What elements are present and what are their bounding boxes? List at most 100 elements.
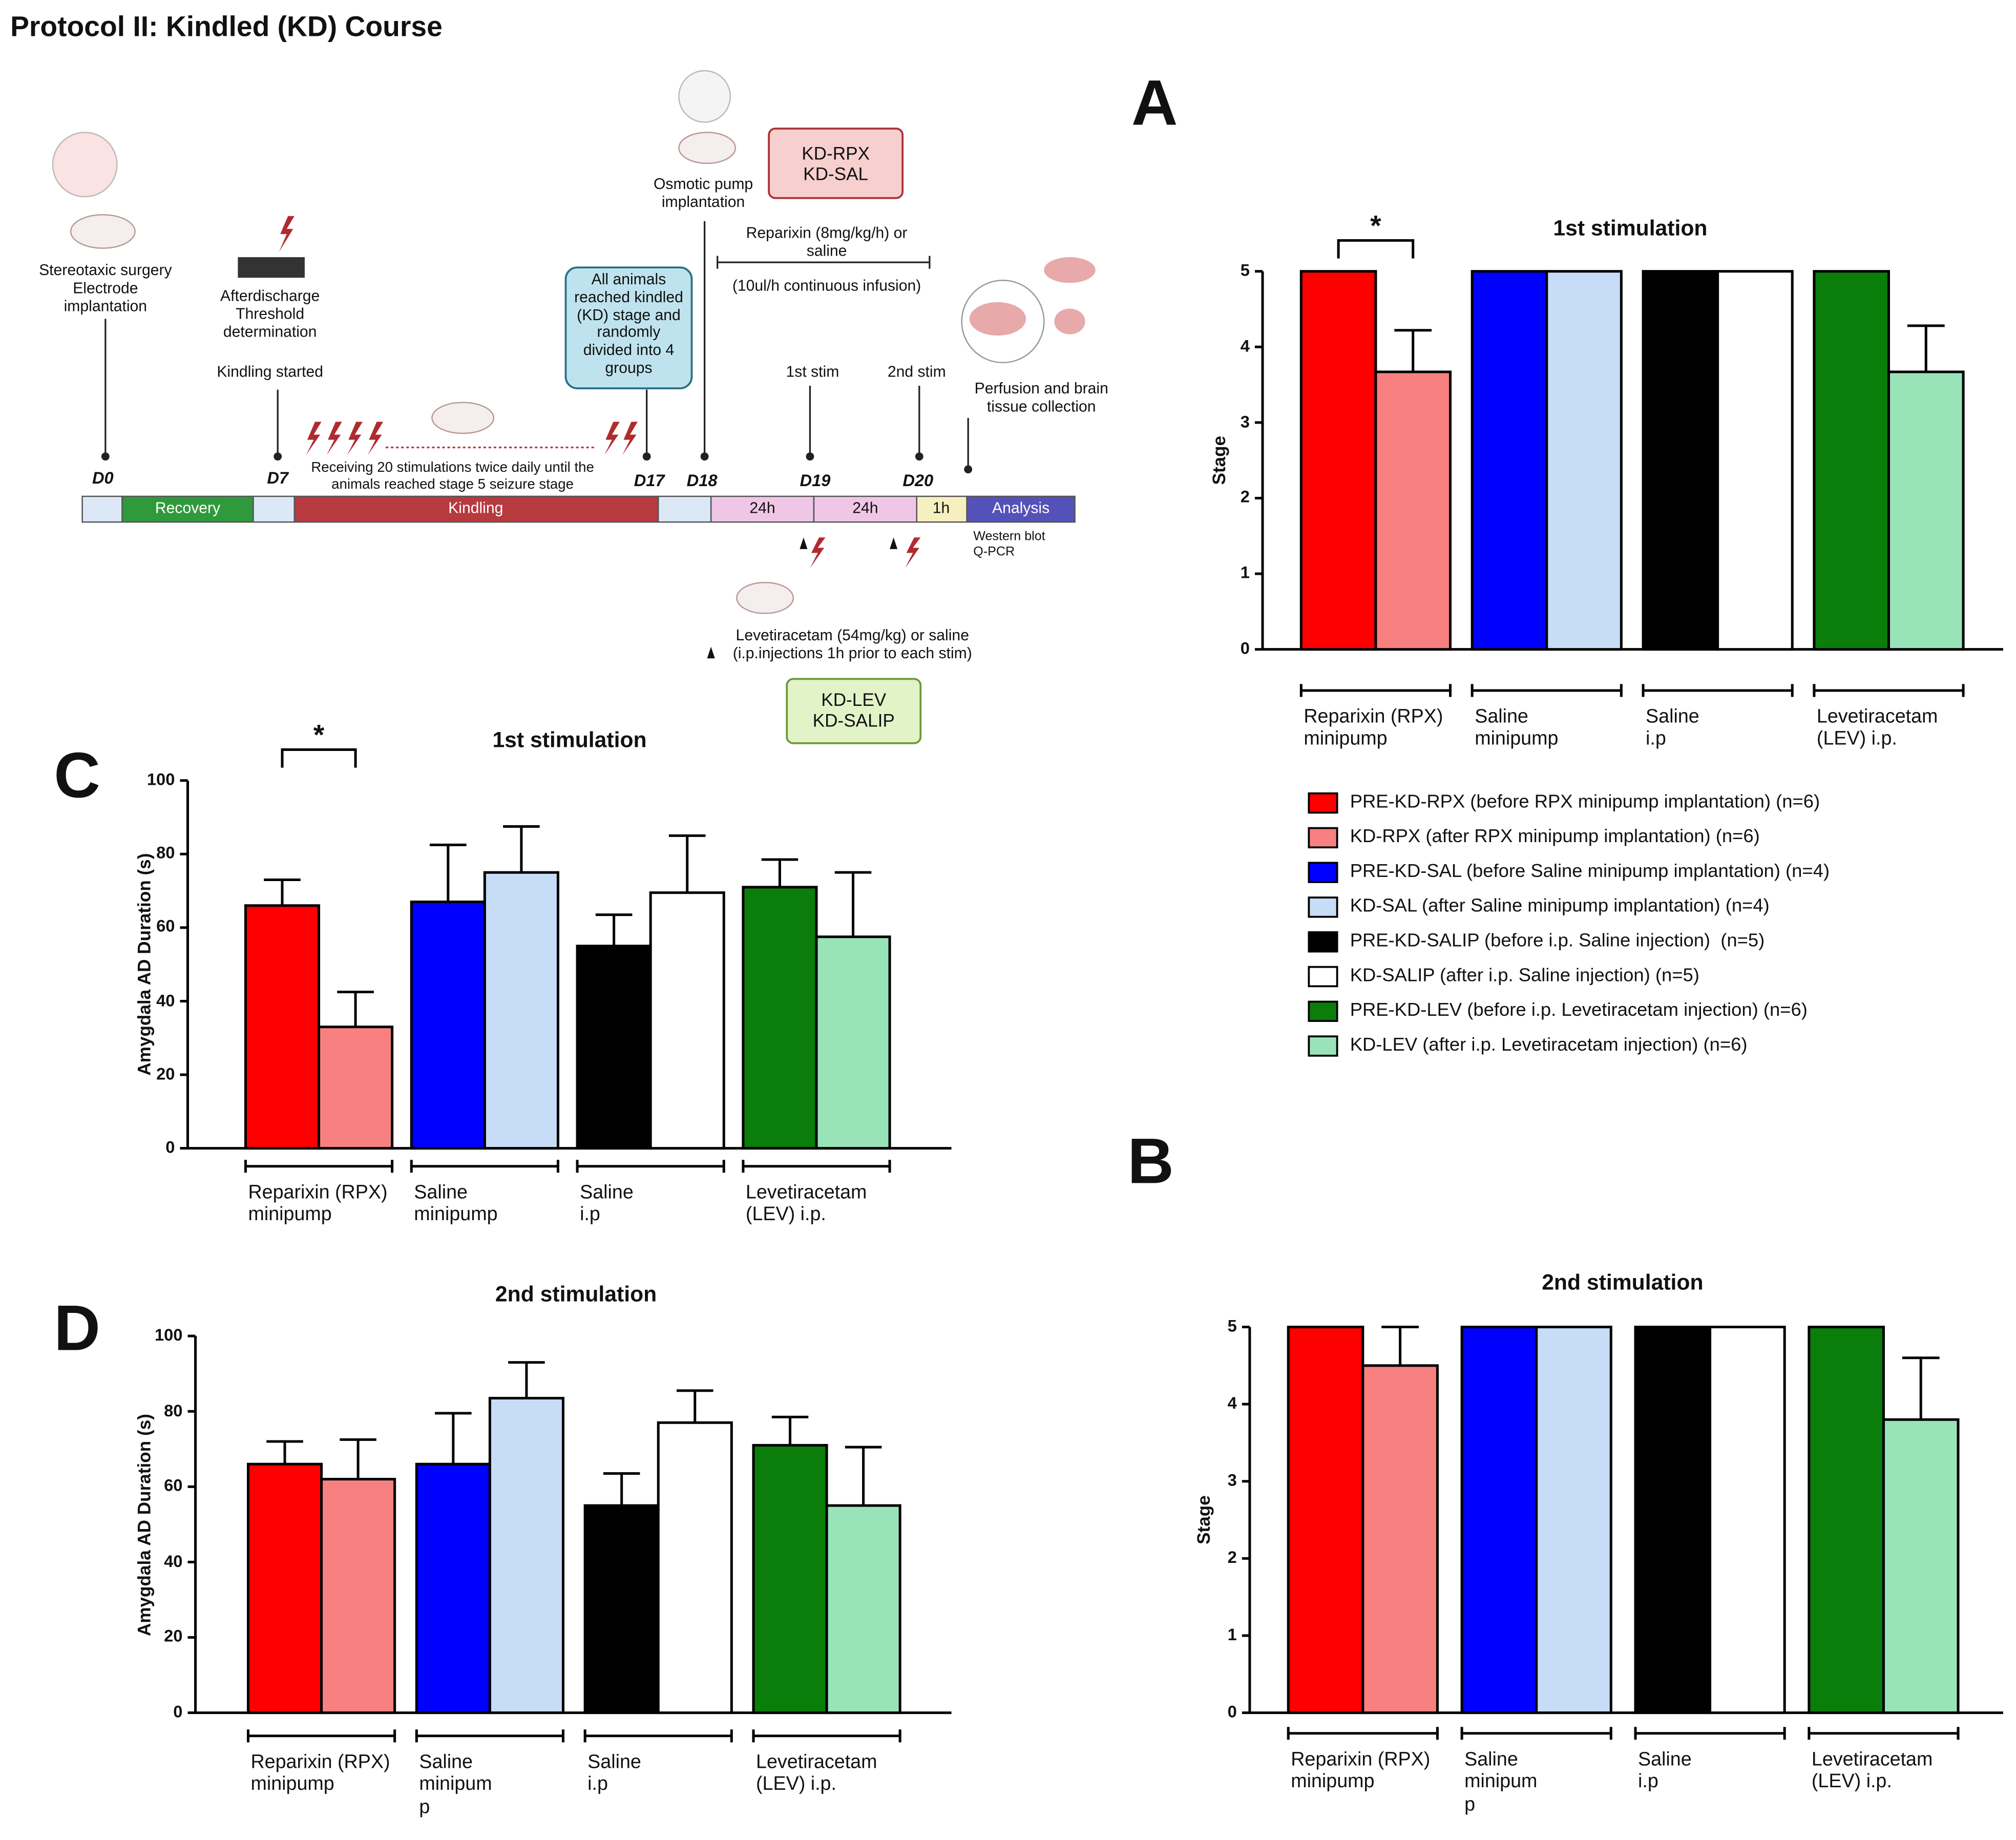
group-bracket xyxy=(583,1729,733,1743)
y-axis-label: Stage xyxy=(1208,435,1229,485)
group-bracket xyxy=(1642,684,1794,697)
segment xyxy=(253,495,296,523)
x-category-label: Saline minipump xyxy=(414,1181,498,1226)
y-tick-label: 5 xyxy=(1240,260,1250,280)
bar xyxy=(1545,270,1623,651)
bolt xyxy=(905,537,921,569)
legend-label: KD-SALIP (after i.p. Saline injection) (… xyxy=(1350,966,1699,987)
error-bar xyxy=(1907,324,1945,372)
marker-dot xyxy=(915,452,923,461)
legend-label: PRE-KD-RPX (before RPX minipump implanta… xyxy=(1350,792,1820,813)
diagram-label: 1st stim xyxy=(786,362,839,381)
error-bar xyxy=(503,825,540,873)
bar xyxy=(1535,1326,1612,1714)
legend-label: PRE-KD-LEV (before i.p. Levetiracetam in… xyxy=(1350,1000,1808,1021)
legend-swatch xyxy=(1308,931,1338,953)
bar xyxy=(410,901,486,1150)
mouse-icon xyxy=(70,214,136,249)
bar xyxy=(815,935,891,1150)
segment xyxy=(81,495,123,523)
diagram-label: Reparixin (8mg/kg/h) or saline xyxy=(746,223,908,260)
bar xyxy=(1287,1326,1364,1714)
bar xyxy=(583,1504,660,1714)
y-tick-label: 0 xyxy=(1227,1702,1237,1721)
segment-label: 24h xyxy=(852,498,878,517)
legend-label: KD-LEV (after i.p. Levetiracetam injecti… xyxy=(1350,1035,1748,1056)
mouse-icon xyxy=(431,402,495,434)
group-bracket xyxy=(1471,684,1623,697)
x-category-label: Reparixin (RPX) minipump xyxy=(1304,706,1443,750)
y-tick-label: 2 xyxy=(1227,1548,1237,1567)
group-bracket xyxy=(1634,1727,1786,1740)
bar xyxy=(1634,1326,1712,1714)
y-tick-label: 4 xyxy=(1227,1393,1237,1413)
marker-dot xyxy=(964,465,973,474)
error-bar xyxy=(430,843,467,902)
bar xyxy=(320,1478,396,1714)
bar xyxy=(244,904,321,1150)
bolt xyxy=(622,422,638,455)
error-bar xyxy=(595,913,633,946)
boxes xyxy=(564,128,922,744)
chart-title: 2nd stimulation xyxy=(495,1282,657,1307)
group-bracket xyxy=(1813,684,1965,697)
diagram-label: All animals reached kindled (KD) stage a… xyxy=(574,270,683,377)
brain-icon xyxy=(969,302,1026,336)
legend-swatch xyxy=(1308,966,1338,988)
bar xyxy=(1642,270,1719,651)
diagram-label: Afterdischarge Threshold determination xyxy=(220,286,320,341)
legend-swatch xyxy=(1308,896,1338,918)
bar xyxy=(1808,1326,1885,1714)
bar xyxy=(318,1026,394,1150)
error-bar xyxy=(340,1438,376,1479)
chart-title: 2nd stimulation xyxy=(1542,1270,1704,1295)
y-tick-label: 1 xyxy=(1227,1624,1237,1644)
y-tick-label: 3 xyxy=(1227,1470,1237,1490)
legend-label: KD-SAL (after Saline minipump implantati… xyxy=(1350,896,1770,917)
group-bracket xyxy=(752,1729,901,1743)
group-bracket xyxy=(576,1160,725,1173)
legend-swatch xyxy=(1308,1000,1338,1022)
legend-swatch xyxy=(1308,1035,1338,1057)
error-bar xyxy=(834,871,872,937)
marker-dot xyxy=(700,452,709,461)
y-tick-label: 100 xyxy=(154,1325,183,1345)
timeline xyxy=(81,495,1076,523)
y-tick-label: 60 xyxy=(156,916,175,936)
diagram-label: Stereotaxic surgery Electrode implantati… xyxy=(39,261,172,315)
error-bar xyxy=(337,990,374,1027)
error-bar xyxy=(771,1415,809,1446)
segment-label: Analysis xyxy=(992,498,1050,517)
bolt xyxy=(810,537,826,569)
group-bracket xyxy=(1287,1727,1439,1740)
bar xyxy=(649,891,725,1150)
y-tick-label: 3 xyxy=(1240,411,1250,431)
segment-label: 24h xyxy=(749,498,775,517)
chart-title: 1st stimulation xyxy=(492,727,647,752)
error-bar xyxy=(1394,329,1432,372)
panel-letter: B xyxy=(1127,1125,1174,1197)
mouse-icon xyxy=(678,132,737,164)
bar xyxy=(1887,370,1965,651)
x-category-label: Saline minipum p xyxy=(419,1751,492,1818)
legend-label: KD-RPX (after RPX minipump implantation)… xyxy=(1350,827,1760,848)
brain-icon xyxy=(1044,257,1096,283)
bolt xyxy=(604,422,620,455)
bar xyxy=(1882,1418,1960,1714)
mouse-icon xyxy=(736,581,794,614)
icon xyxy=(52,132,118,198)
bolt xyxy=(306,422,322,455)
box xyxy=(564,266,693,389)
bar xyxy=(1709,1326,1786,1714)
panel-letter: D xyxy=(54,1292,100,1365)
x-category-label: Levetiracetam (LEV) i.p. xyxy=(1811,1748,1933,1793)
diagram-label: (i.p.injections 1h prior to each stim) xyxy=(732,644,972,662)
segment xyxy=(966,495,1076,523)
segment xyxy=(710,495,815,523)
x-category-label: Saline i.p xyxy=(1646,706,1699,750)
group-bracket xyxy=(1808,1727,1960,1740)
error-bar xyxy=(676,1389,713,1423)
icons xyxy=(52,70,1096,614)
y-axis-label: Stage xyxy=(1193,1495,1214,1544)
